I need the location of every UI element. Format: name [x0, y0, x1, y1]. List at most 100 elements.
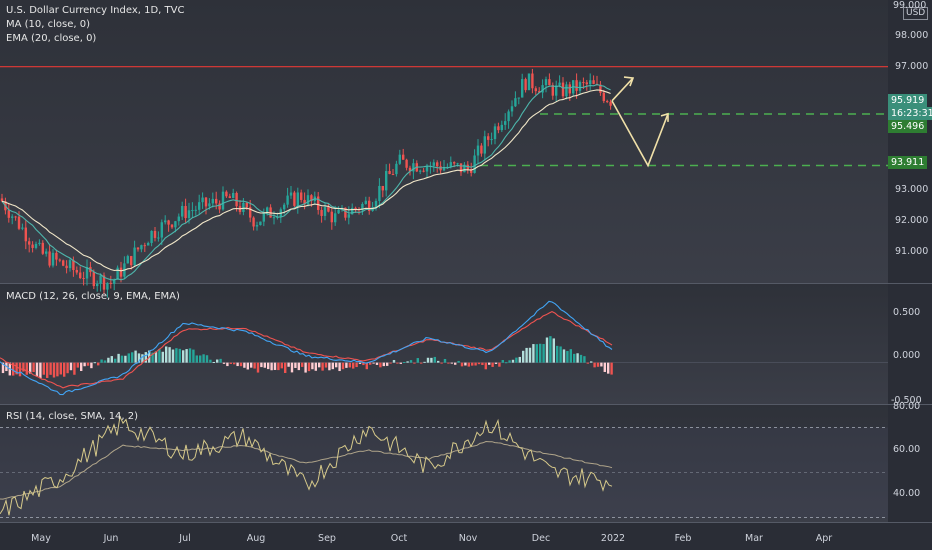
macd-histogram-bar [260, 362, 263, 368]
macd-histogram-bar [73, 362, 76, 375]
candle-body [143, 245, 146, 247]
macd-histogram-bar [596, 362, 600, 367]
candle-body [527, 73, 531, 91]
candle-body [147, 242, 150, 246]
macd-histogram-bar [280, 362, 283, 369]
macd-histogram-bar [52, 362, 56, 378]
macd-histogram-bar [464, 362, 467, 366]
price-tick: 97.000 [895, 61, 929, 72]
macd-histogram-bar [610, 362, 613, 375]
macd-label[interactable]: MACD (12, 26, close, 9, EMA, EMA) [6, 291, 180, 302]
macd-histogram-bar [474, 362, 477, 366]
candle-body [361, 203, 364, 211]
macd-histogram-bar [426, 357, 430, 363]
last-price-badge: 95.919 [888, 94, 928, 107]
macd-histogram-bar [372, 362, 375, 364]
rsi-label[interactable]: RSI (14, close, SMA, 14, 2) [6, 411, 139, 422]
macd-histogram-bar [97, 362, 100, 366]
macd-histogram-bar [151, 352, 154, 363]
candle-body [544, 79, 548, 86]
macd-histogram-bar [216, 359, 219, 363]
candle-body [606, 101, 609, 103]
candle-body [476, 145, 480, 156]
macd-histogram-bar [362, 362, 365, 366]
macd-histogram-bar [488, 362, 491, 365]
ema-legend[interactable]: EMA (20, close, 0) [6, 33, 97, 44]
candle-body [405, 159, 408, 168]
macd-histogram-bar [515, 357, 518, 363]
macd-histogram-bar [409, 360, 413, 363]
macd-histogram-bar [219, 358, 222, 363]
candle-body [187, 210, 191, 219]
macd-histogram-bar [328, 362, 331, 371]
currency-badge[interactable]: USD [903, 7, 929, 20]
macd-histogram-bar [182, 350, 185, 363]
macd-histogram-bar [590, 361, 593, 363]
macd-histogram-bar [18, 362, 22, 377]
price-tick: 92.000 [895, 215, 929, 226]
macd-histogram-bar [573, 353, 576, 363]
macd-histogram-bar [369, 362, 372, 365]
candle-body [79, 272, 82, 279]
candle-body [245, 202, 248, 208]
macd-histogram-bar [226, 362, 229, 367]
macd-histogram-bar [100, 359, 103, 363]
candle-body [191, 210, 194, 212]
candle-body [582, 82, 585, 84]
rsi-pane [0, 405, 888, 522]
macd-histogram-bar [15, 362, 18, 375]
symbol-title[interactable]: U.S. Dollar Currency Index, 1D, TVC [6, 5, 185, 16]
candle-body [62, 260, 65, 266]
candle-body [198, 202, 201, 210]
macd-histogram-bar [352, 362, 355, 369]
candle-body [327, 207, 330, 212]
macd-histogram-bar [301, 362, 304, 367]
candle-body [153, 230, 157, 238]
macd-histogram-bar [467, 362, 470, 367]
macd-histogram-bar [83, 362, 86, 367]
macd-histogram-bar [161, 351, 164, 363]
candle-body [456, 163, 459, 165]
macd-histogram-bar [304, 362, 307, 373]
candle-body [99, 275, 102, 284]
candle-body [296, 192, 299, 206]
candle-body [266, 207, 269, 213]
macd-histogram-bar [222, 362, 226, 364]
candle-body [493, 126, 497, 140]
ma-legend[interactable]: MA (10, close, 0) [6, 19, 91, 30]
macd-histogram-bar [144, 352, 147, 363]
time-tick: Jun [103, 533, 119, 544]
macd-histogram-bar [392, 359, 396, 363]
macd-histogram-bar [335, 362, 338, 368]
macd-histogram-bar [437, 360, 440, 363]
candle-body [255, 225, 259, 227]
macd-histogram-bar [396, 362, 399, 364]
candle-body [514, 98, 517, 107]
macd-histogram-bar [175, 348, 178, 363]
macd-histogram-bar [29, 362, 32, 374]
candle-body [473, 155, 476, 173]
macd-histogram-bar [518, 356, 521, 363]
macd-pane [0, 284, 888, 404]
candle-body [381, 185, 384, 191]
macd-histogram-bar [440, 362, 443, 364]
candle-body [65, 265, 68, 269]
candle-body [548, 79, 551, 86]
projection-arrowhead [660, 112, 669, 122]
macd-histogram-bar [481, 362, 484, 365]
rsi-tick: 40.00 [893, 488, 921, 499]
candle-body [293, 192, 296, 206]
macd-histogram-bar [511, 359, 515, 363]
candle-body [181, 205, 184, 217]
macd-histogram-bar [273, 362, 277, 370]
candle-body [276, 216, 279, 218]
candle-body [497, 126, 500, 131]
macd-histogram-bar [277, 362, 280, 371]
macd-histogram-bar [124, 355, 127, 363]
candle-body [449, 162, 452, 167]
candle-body [337, 209, 340, 214]
candle-body [402, 154, 405, 160]
alt-projection-path [611, 77, 634, 102]
macd-histogram-bar [22, 362, 25, 372]
